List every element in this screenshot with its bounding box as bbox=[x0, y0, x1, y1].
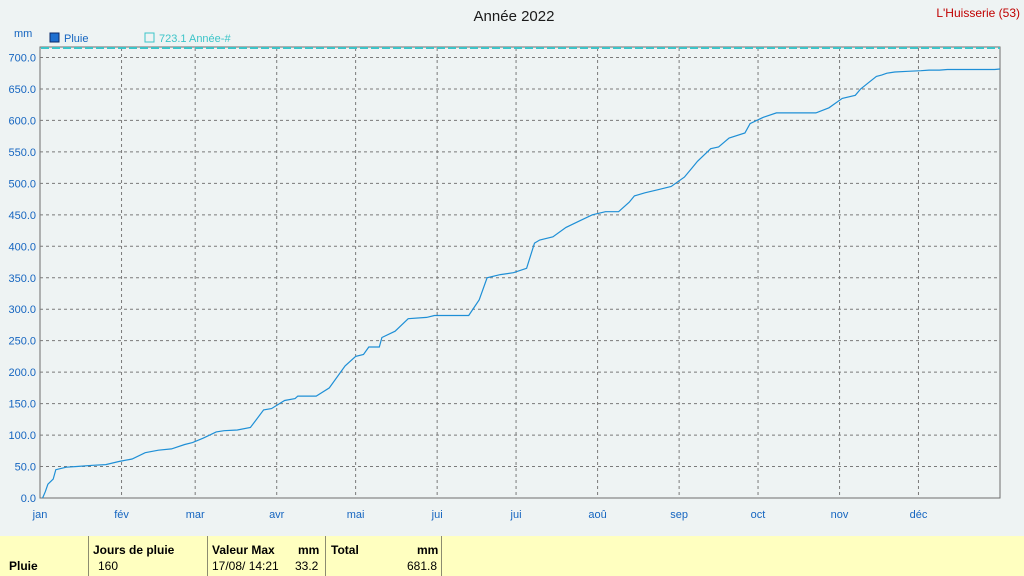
y-tick-label: 250.0 bbox=[8, 336, 36, 348]
y-tick-label: 150.0 bbox=[8, 399, 36, 411]
grid bbox=[40, 48, 1000, 498]
max-value-unit: mm bbox=[298, 543, 320, 557]
x-tick-label: jan bbox=[32, 509, 48, 521]
y-axis-unit: mm bbox=[14, 28, 32, 40]
y-tick-label: 600.0 bbox=[8, 115, 36, 127]
x-tick-label: déc bbox=[910, 509, 928, 521]
y-axis-ticks: 0.0 50.0 100.0 150.0 200.0 250.0 300.0 350.0 400… bbox=[8, 53, 36, 506]
legend-label-pluie: Pluie bbox=[64, 33, 88, 45]
y-tick-label: 300.0 bbox=[8, 304, 36, 316]
y-tick-label: 400.0 bbox=[8, 241, 36, 253]
x-axis-ticks: jan fév mar avr mai jui jui aoû sep oct nov déc bbox=[32, 509, 928, 521]
legend-swatch-pluie bbox=[49, 32, 60, 43]
x-tick-label: jui bbox=[510, 509, 522, 521]
y-tick-label: 50.0 bbox=[15, 462, 36, 474]
y-tick-label: 500.0 bbox=[8, 178, 36, 190]
y-tick-label: 200.0 bbox=[8, 367, 36, 379]
separator bbox=[207, 536, 208, 576]
max-value-date: 17/08/ 14:21 bbox=[212, 559, 279, 573]
total-value: 681.8 bbox=[407, 559, 438, 573]
chart-title: Année 2022 bbox=[474, 8, 555, 25]
x-tick-label: sep bbox=[670, 509, 688, 521]
y-tick-label: 550.0 bbox=[8, 147, 36, 159]
separator bbox=[88, 536, 89, 576]
station-label: L'Huisserie (53) bbox=[936, 6, 1020, 20]
x-tick-label: aoû bbox=[588, 509, 606, 521]
rainfall-chart: Année 2022 L'Huisserie (53) mm Pluie 723… bbox=[8, 6, 1020, 521]
separator bbox=[441, 536, 442, 576]
legend-label-normal: 723.1 Année-# bbox=[159, 33, 231, 45]
y-tick-label: 350.0 bbox=[8, 273, 36, 285]
x-tick-label: mai bbox=[347, 509, 365, 521]
max-value-header: Valeur Max bbox=[212, 543, 275, 557]
rain-days-value: 160 bbox=[98, 559, 119, 573]
max-value-amount: 33.2 bbox=[295, 559, 319, 573]
cumulative-rain-line bbox=[42, 68, 1001, 499]
y-tick-label: 650.0 bbox=[8, 84, 36, 96]
x-tick-label: nov bbox=[831, 509, 849, 521]
x-tick-label: oct bbox=[751, 509, 766, 521]
stats-panel: Pluie Jours de pluie 160 Valeur Max mm 1… bbox=[0, 536, 1024, 576]
y-tick-label: 100.0 bbox=[8, 430, 36, 442]
y-tick-label: 700.0 bbox=[8, 53, 36, 65]
y-tick-label: 0.0 bbox=[21, 493, 36, 505]
x-tick-label: jui bbox=[431, 509, 443, 521]
total-header: Total bbox=[331, 543, 359, 557]
x-tick-label: mar bbox=[186, 509, 205, 521]
x-tick-label: avr bbox=[269, 509, 285, 521]
separator bbox=[325, 536, 326, 576]
y-tick-label: 450.0 bbox=[8, 210, 36, 222]
stats-row-label: Pluie bbox=[9, 559, 38, 573]
x-tick-label: fév bbox=[114, 509, 129, 521]
plot-area bbox=[39, 46, 1001, 499]
legend-swatch-normal bbox=[144, 32, 155, 43]
rain-days-header: Jours de pluie bbox=[93, 543, 175, 557]
total-unit: mm bbox=[417, 543, 439, 557]
legend: Pluie 723.1 Année-# bbox=[49, 32, 231, 45]
